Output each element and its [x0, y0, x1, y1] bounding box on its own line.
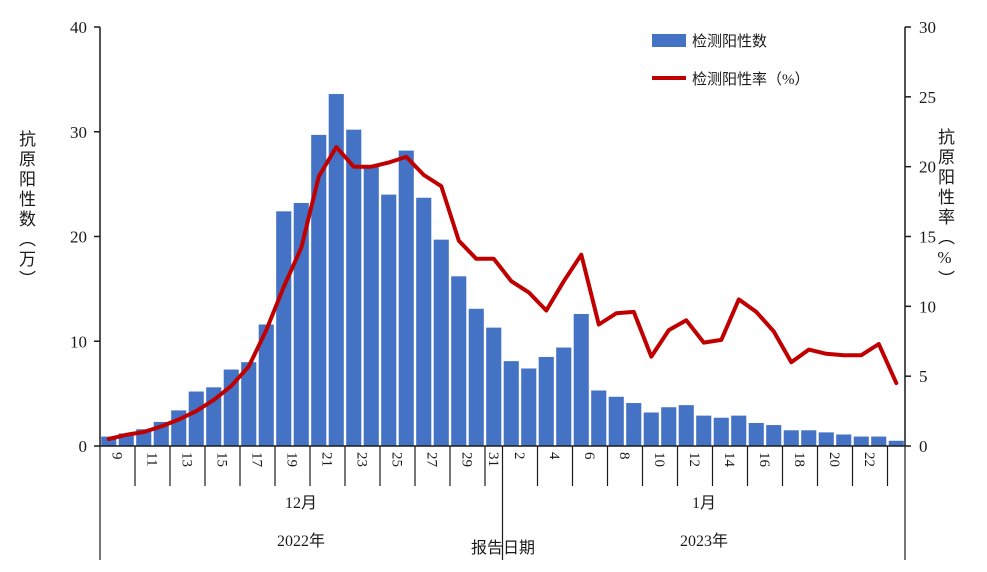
x-day-label: 11 [144, 452, 160, 466]
x-axis-title: 报告日期 [470, 540, 536, 557]
bar-day-3 [538, 356, 554, 446]
x-day-label: 15 [214, 452, 230, 467]
bars-group [101, 94, 904, 447]
bar-day-4 [556, 347, 572, 446]
legend-bar-swatch [652, 33, 686, 47]
legend-item-bars: 检测阳性数 [652, 27, 810, 53]
bar-day-24 [363, 166, 379, 446]
y-right-tick-label: 5 [919, 367, 928, 386]
legend: 检测阳性数 检测阳性率（%） [652, 27, 810, 103]
legend-bar-label: 检测阳性数 [692, 33, 768, 50]
x-day-label: 23 [354, 452, 370, 467]
left-axis-title: 抗原阳性数（万） [16, 130, 35, 290]
y-left-tick-label: 30 [70, 123, 87, 142]
bar-day-17 [241, 362, 257, 446]
bar-day-21 [311, 134, 327, 446]
month-label-dec: 12月 [284, 495, 318, 512]
bar-day-23 [888, 440, 904, 446]
legend-line-label: 检测阳性率（%） [692, 71, 810, 88]
bar-day-12 [696, 415, 712, 446]
x-day-label: 21 [319, 452, 335, 467]
bar-day-11 [678, 405, 694, 446]
bar-day-31 [486, 327, 502, 446]
bar-day-28 [433, 239, 449, 446]
legend-item-line: 检测阳性率（%） [652, 65, 810, 91]
x-day-label: 17 [249, 452, 265, 468]
bar-day-25 [381, 194, 397, 446]
rate-line [106, 145, 899, 441]
bar-day-14 [188, 391, 204, 446]
bar-day-30 [468, 308, 484, 446]
bar-day-2 [521, 368, 537, 446]
bar-day-18 [258, 324, 274, 446]
x-day-label: 18 [791, 452, 807, 467]
x-day-label: 25 [389, 452, 405, 467]
x-day-label: 31 [485, 452, 501, 467]
x-day-label: 2 [511, 452, 527, 460]
bar-day-8 [626, 403, 642, 446]
bar-day-13 [713, 417, 729, 446]
y-right-tick-label: 0 [919, 437, 928, 456]
y-right-tick-label: 10 [919, 297, 936, 316]
year-label-2023: 2023年 [679, 533, 729, 550]
y-right-tick-label: 20 [919, 158, 936, 177]
bar-day-19 [818, 432, 834, 446]
bar-day-22 [328, 94, 344, 446]
y-left-tick-label: 10 [70, 332, 87, 351]
x-day-label: 20 [826, 452, 842, 467]
bar-day-14 [731, 415, 747, 446]
bar-day-9 [643, 412, 659, 446]
x-day-label: 4 [546, 452, 562, 460]
x-day-label: 8 [616, 452, 632, 460]
bar-day-1 [503, 361, 519, 446]
bar-day-22 [871, 436, 887, 446]
bar-day-18 [801, 430, 817, 446]
x-day-label: 13 [179, 452, 195, 467]
y-left-tick-label: 40 [70, 18, 87, 37]
bar-day-10 [661, 407, 677, 446]
bar-day-5 [573, 314, 589, 446]
bar-day-16 [766, 425, 782, 446]
legend-line-swatch [652, 76, 686, 80]
x-day-label: 9 [109, 452, 125, 460]
x-day-label: 22 [861, 452, 877, 467]
bar-day-20 [836, 434, 852, 446]
x-day-label: 29 [459, 452, 475, 467]
bar-day-29 [451, 276, 467, 446]
bar-day-9 [101, 436, 117, 446]
x-day-label: 16 [756, 452, 772, 468]
month-label-jan: 1月 [691, 495, 717, 512]
bar-day-21 [853, 436, 869, 446]
bar-day-27 [416, 197, 432, 446]
y-right-tick-label: 30 [919, 18, 936, 37]
x-day-label: 27 [424, 452, 440, 468]
y-left-tick-label: 0 [79, 437, 88, 456]
y-right-tick-label: 25 [919, 88, 936, 107]
bar-day-7 [608, 396, 624, 446]
bar-day-17 [783, 430, 799, 446]
year-label-2022: 2022年 [276, 533, 326, 550]
x-day-label: 6 [581, 452, 597, 460]
bar-day-19 [276, 211, 292, 446]
x-day-label: 12 [686, 452, 702, 467]
y-right-tick-label: 15 [919, 228, 936, 247]
x-day-label: 14 [721, 452, 737, 468]
x-day-label: 19 [284, 452, 300, 467]
bar-day-26 [398, 150, 414, 447]
y-left-tick-label: 20 [70, 228, 87, 247]
bar-day-20 [293, 202, 309, 446]
bar-day-15 [748, 422, 764, 446]
right-axis-title: 抗原阳性率（%） [935, 128, 954, 290]
x-day-label: 10 [651, 452, 667, 467]
bar-day-6 [591, 390, 607, 446]
bar-day-23 [346, 129, 362, 446]
